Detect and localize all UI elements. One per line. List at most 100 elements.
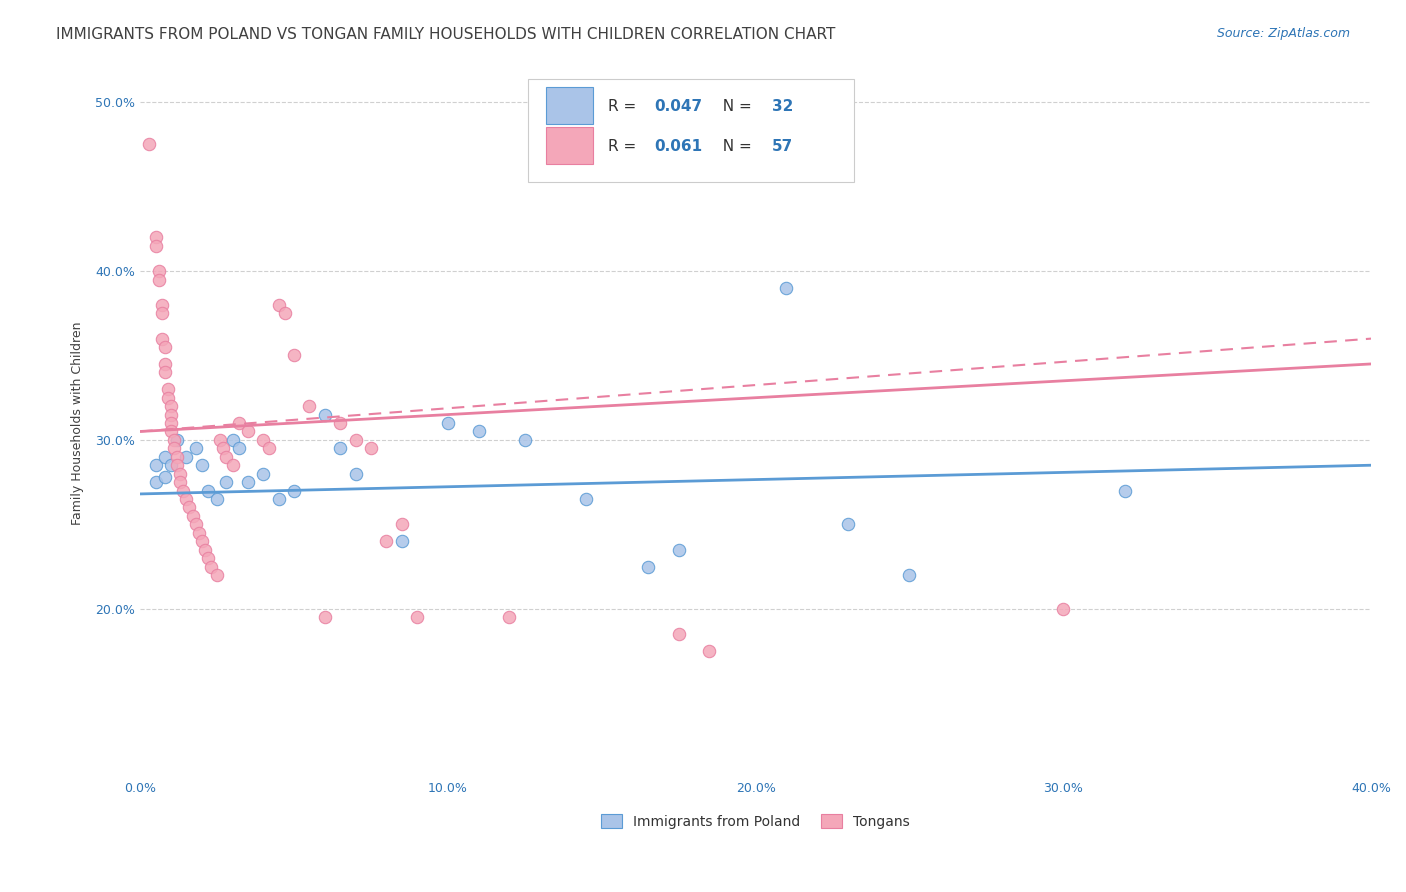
Point — [1114, 483, 1136, 498]
Point — [153, 340, 176, 354]
Point — [145, 239, 167, 253]
Point — [259, 442, 281, 456]
Point — [160, 399, 183, 413]
Point — [184, 442, 207, 456]
Point — [176, 450, 198, 464]
Point — [153, 357, 176, 371]
Point — [197, 551, 219, 566]
Point — [169, 467, 191, 481]
Point — [228, 416, 250, 430]
Point — [153, 365, 176, 379]
Text: 57: 57 — [772, 139, 793, 154]
Point — [150, 306, 173, 320]
Point — [467, 425, 489, 439]
Point — [205, 568, 228, 582]
Point — [775, 281, 797, 295]
Point — [267, 491, 290, 506]
Point — [138, 137, 160, 152]
Point — [252, 467, 274, 481]
Point — [187, 525, 209, 540]
Point — [150, 298, 173, 312]
Point — [283, 349, 305, 363]
Text: 32: 32 — [772, 99, 793, 113]
Point — [236, 425, 259, 439]
Point — [153, 470, 176, 484]
Point — [668, 627, 690, 641]
Point — [163, 442, 186, 456]
Point — [252, 433, 274, 447]
Point — [215, 450, 238, 464]
Point — [837, 517, 859, 532]
Text: 0.047: 0.047 — [655, 99, 703, 113]
Point — [391, 534, 413, 549]
Point — [575, 491, 598, 506]
Point — [163, 433, 186, 447]
Point — [190, 458, 212, 473]
Point — [212, 442, 235, 456]
FancyBboxPatch shape — [547, 128, 593, 164]
Point — [1052, 601, 1074, 615]
Point — [160, 425, 183, 439]
Point — [145, 230, 167, 244]
Text: IMMIGRANTS FROM POLAND VS TONGAN FAMILY HOUSEHOLDS WITH CHILDREN CORRELATION CHA: IMMIGRANTS FROM POLAND VS TONGAN FAMILY … — [56, 27, 835, 42]
Point — [197, 483, 219, 498]
Point — [160, 408, 183, 422]
Point — [169, 475, 191, 489]
Point — [194, 542, 217, 557]
Point — [513, 433, 536, 447]
Point — [329, 442, 352, 456]
Point — [329, 416, 352, 430]
Point — [205, 491, 228, 506]
Text: 0.061: 0.061 — [655, 139, 703, 154]
Point — [699, 644, 721, 658]
Point — [283, 483, 305, 498]
Point — [181, 508, 204, 523]
Point — [145, 475, 167, 489]
Point — [274, 306, 297, 320]
Y-axis label: Family Households with Children: Family Households with Children — [72, 321, 84, 524]
Point — [437, 416, 460, 430]
Text: R =: R = — [607, 99, 641, 113]
Text: R =: R = — [607, 139, 641, 154]
Point — [344, 433, 367, 447]
Point — [375, 534, 398, 549]
Point — [360, 442, 382, 456]
Point — [221, 458, 243, 473]
Text: N =: N = — [713, 99, 756, 113]
Legend: Immigrants from Poland, Tongans: Immigrants from Poland, Tongans — [596, 808, 915, 834]
Point — [153, 450, 176, 464]
Point — [898, 568, 921, 582]
Point — [391, 517, 413, 532]
Text: Source: ZipAtlas.com: Source: ZipAtlas.com — [1216, 27, 1350, 40]
Point — [160, 416, 183, 430]
Point — [148, 264, 170, 278]
Point — [314, 408, 336, 422]
Point — [344, 467, 367, 481]
Point — [172, 483, 194, 498]
FancyBboxPatch shape — [527, 79, 853, 182]
Point — [184, 517, 207, 532]
Point — [298, 399, 321, 413]
Point — [148, 272, 170, 286]
Point — [166, 450, 188, 464]
Point — [176, 491, 198, 506]
Point — [150, 332, 173, 346]
Point — [160, 458, 183, 473]
Point — [406, 610, 429, 624]
Point — [209, 433, 232, 447]
Point — [236, 475, 259, 489]
Point — [221, 433, 243, 447]
FancyBboxPatch shape — [547, 87, 593, 124]
Point — [166, 433, 188, 447]
Point — [200, 559, 222, 574]
Point — [156, 382, 179, 396]
Point — [145, 458, 167, 473]
Point — [314, 610, 336, 624]
Point — [637, 559, 659, 574]
Point — [190, 534, 212, 549]
Point — [267, 298, 290, 312]
Point — [228, 442, 250, 456]
Text: N =: N = — [713, 139, 756, 154]
Point — [498, 610, 520, 624]
Point — [179, 500, 201, 515]
